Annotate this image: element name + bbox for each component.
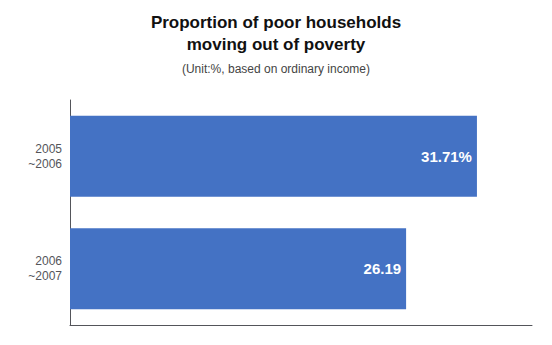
- svg-text:moving out of poverty: moving out of poverty: [187, 35, 366, 54]
- svg-text:31.71%: 31.71%: [421, 148, 472, 165]
- svg-text:2005: 2005: [35, 142, 62, 156]
- svg-text:2006: 2006: [35, 254, 62, 268]
- svg-text:~2006: ~2006: [28, 157, 62, 171]
- svg-text:(Unit:%, based on ordinary inc: (Unit:%, based on ordinary income): [182, 62, 370, 76]
- svg-text:26.19: 26.19: [364, 260, 402, 277]
- svg-text:~2007: ~2007: [28, 269, 62, 283]
- svg-text:Proportion of poor households: Proportion of poor households: [151, 13, 401, 32]
